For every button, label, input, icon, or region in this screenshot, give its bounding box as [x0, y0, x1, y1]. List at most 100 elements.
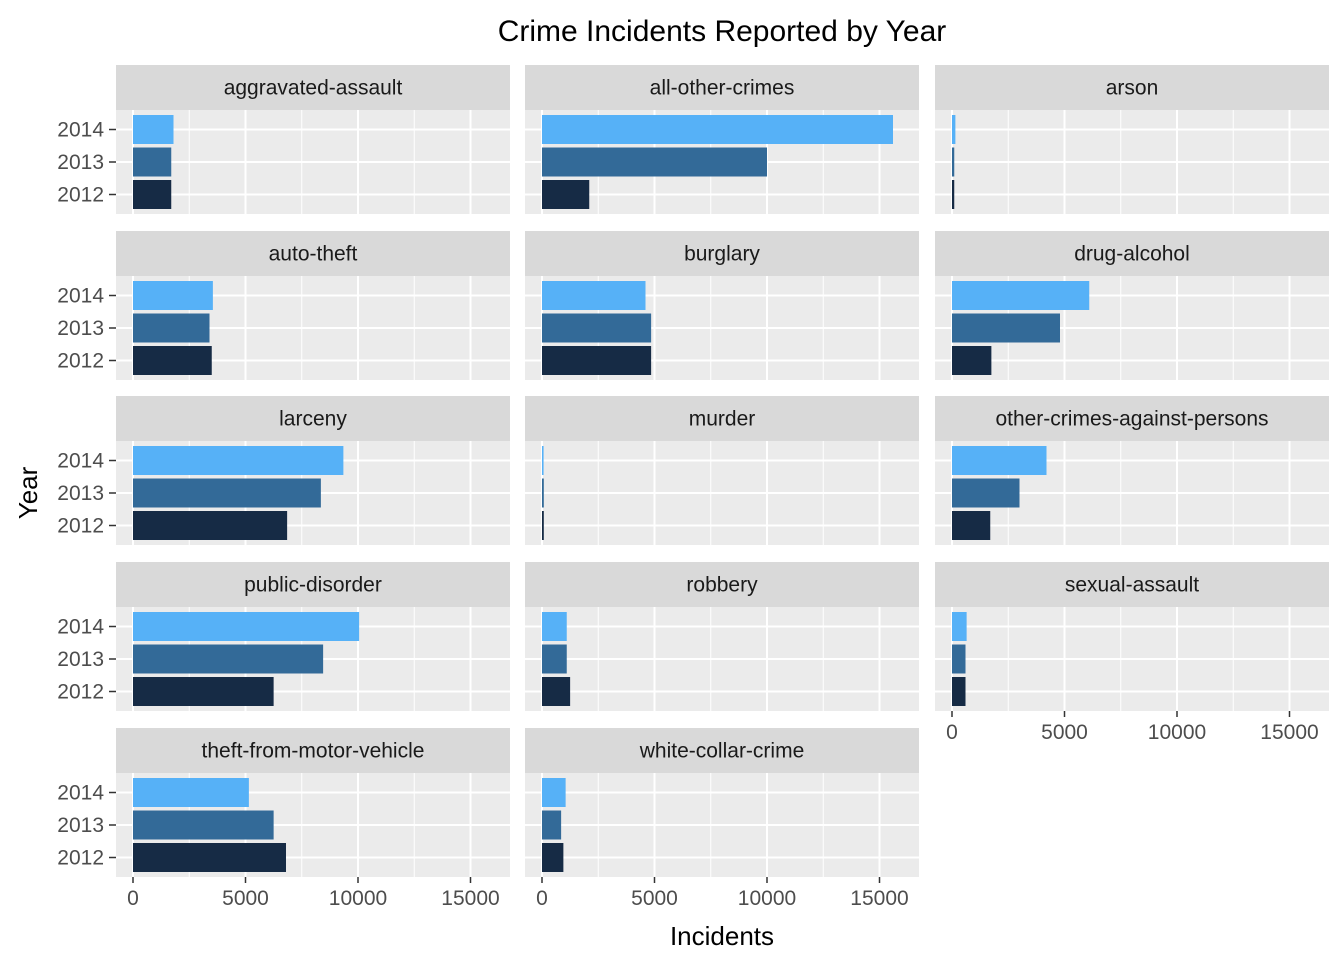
- bar-arson-2014: [952, 115, 956, 144]
- bar-larceny-2014: [133, 446, 344, 475]
- x-tick-label: 5000: [1041, 721, 1088, 744]
- facet-panel-robbery: robbery: [525, 562, 919, 711]
- x-tick-label: 10000: [329, 887, 387, 910]
- facet-strip: [525, 65, 919, 110]
- facet-strip-label: sexual-assault: [1065, 574, 1199, 597]
- chart-title: Crime Incidents Reported by Year: [498, 15, 947, 48]
- bar-auto-theft-2012: [133, 346, 212, 375]
- facet-strip: [116, 562, 510, 607]
- bar-all-other-crimes-2014: [542, 115, 893, 144]
- y-tick-label: 2014: [57, 616, 104, 639]
- facet-panel-murder: murder: [525, 396, 919, 545]
- x-tick-label: 15000: [1260, 721, 1318, 744]
- bar-drug-alcohol-2013: [952, 313, 1060, 343]
- facet-strip: [935, 396, 1329, 441]
- facet-strip: [935, 231, 1329, 276]
- bar-theft-from-motor-vehicle-2013: [133, 810, 274, 840]
- bar-auto-theft-2014: [133, 281, 213, 310]
- y-tick-label: 2012: [57, 184, 104, 207]
- bar-murder-2013: [542, 478, 544, 508]
- facet-strip: [116, 728, 510, 773]
- bar-public-disorder-2014: [133, 612, 360, 641]
- facet-strip: [525, 231, 919, 276]
- bar-auto-theft-2013: [133, 313, 210, 343]
- bar-other-crimes-against-persons-2014: [952, 446, 1047, 475]
- bar-burglary-2012: [542, 346, 652, 375]
- y-tick-label: 2012: [57, 847, 104, 870]
- bar-larceny-2012: [133, 511, 288, 540]
- facet-strip-label: larceny: [279, 408, 347, 431]
- facet-strip-label: drug-alcohol: [1074, 243, 1190, 266]
- x-tick-label: 5000: [222, 887, 269, 910]
- facet-panel-theft-from-motor-vehicle: theft-from-motor-vehicle 2012 2013 2014 0 500…: [57, 728, 510, 910]
- bar-drug-alcohol-2014: [952, 281, 1090, 310]
- bar-larceny-2013: [133, 478, 321, 508]
- facet-panel-all-other-crimes: all-other-crimes: [525, 65, 919, 214]
- facet-panel-burglary: burglary: [525, 231, 919, 380]
- facet-strip: [116, 65, 510, 110]
- x-tick-label: 0: [946, 721, 958, 744]
- bar-robbery-2012: [542, 677, 571, 706]
- bar-murder-2012: [542, 511, 544, 540]
- bar-drug-alcohol-2012: [952, 346, 992, 375]
- facet-strip-label: robbery: [686, 574, 758, 597]
- bar-burglary-2014: [542, 281, 646, 310]
- bar-white-collar-crime-2013: [542, 810, 562, 840]
- bar-murder-2014: [542, 446, 544, 475]
- facet-strip: [525, 396, 919, 441]
- x-tick-label: 10000: [1148, 721, 1206, 744]
- x-tick-label: 0: [536, 887, 548, 910]
- facet-strip-label: public-disorder: [244, 574, 382, 597]
- bar-aggravated-assault-2012: [133, 180, 172, 209]
- bar-arson-2012: [952, 180, 955, 209]
- y-tick-label: 2013: [57, 648, 104, 671]
- y-tick-label: 2012: [57, 515, 104, 538]
- bar-aggravated-assault-2013: [133, 147, 172, 177]
- bar-sexual-assault-2014: [952, 612, 967, 641]
- bar-aggravated-assault-2014: [133, 115, 174, 144]
- bar-public-disorder-2012: [133, 677, 274, 706]
- facet-strip: [525, 728, 919, 773]
- facet-strip-label: burglary: [684, 243, 760, 266]
- facet-panel-arson: arson: [935, 65, 1329, 214]
- facet-strip: [935, 65, 1329, 110]
- y-tick-label: 2013: [57, 317, 104, 340]
- facet-strip: [525, 562, 919, 607]
- x-tick-label: 15000: [850, 887, 908, 910]
- y-tick-label: 2014: [57, 119, 104, 142]
- facet-panel-auto-theft: auto-theft 2012 2013 2014: [57, 231, 510, 380]
- facet-strip-label: auto-theft: [269, 243, 358, 266]
- y-tick-label: 2014: [57, 782, 104, 805]
- y-tick-label: 2012: [57, 681, 104, 704]
- y-axis-title: Year: [13, 466, 43, 519]
- y-tick-label: 2013: [57, 814, 104, 837]
- bar-arson-2013: [952, 147, 955, 177]
- facet-strip-label: arson: [1106, 77, 1159, 100]
- bar-sexual-assault-2012: [952, 677, 966, 706]
- bar-robbery-2014: [542, 612, 567, 641]
- bar-robbery-2013: [542, 644, 567, 674]
- facet-panel-aggravated-assault: aggravated-assault 2012 2013 2014: [57, 65, 510, 214]
- facet-strip-label: white-collar-crime: [639, 740, 805, 763]
- bar-other-crimes-against-persons-2012: [952, 511, 991, 540]
- y-tick-label: 2012: [57, 350, 104, 373]
- bar-theft-from-motor-vehicle-2012: [133, 843, 286, 872]
- facet-strip: [935, 562, 1329, 607]
- x-tick-label: 0: [127, 887, 139, 910]
- y-tick-label: 2014: [57, 450, 104, 473]
- y-tick-label: 2013: [57, 151, 104, 174]
- bar-white-collar-crime-2012: [542, 843, 564, 872]
- y-tick-label: 2013: [57, 482, 104, 505]
- facet-panel-drug-alcohol: drug-alcohol: [935, 231, 1329, 380]
- facet-strip: [116, 231, 510, 276]
- facet-panel-other-crimes-against-persons: other-crimes-against-persons: [935, 396, 1329, 545]
- facet-panels: aggravated-assault 2012 2013 2014 all-other-…: [57, 65, 1329, 910]
- facet-strip-label: other-crimes-against-persons: [995, 408, 1268, 431]
- y-tick-label: 2014: [57, 285, 104, 308]
- facet-panel-sexual-assault: sexual-assault 0 5000 10000 15000: [935, 562, 1329, 744]
- bar-public-disorder-2013: [133, 644, 324, 674]
- facet-strip: [116, 396, 510, 441]
- bar-all-other-crimes-2013: [542, 147, 767, 177]
- bar-all-other-crimes-2012: [542, 180, 590, 209]
